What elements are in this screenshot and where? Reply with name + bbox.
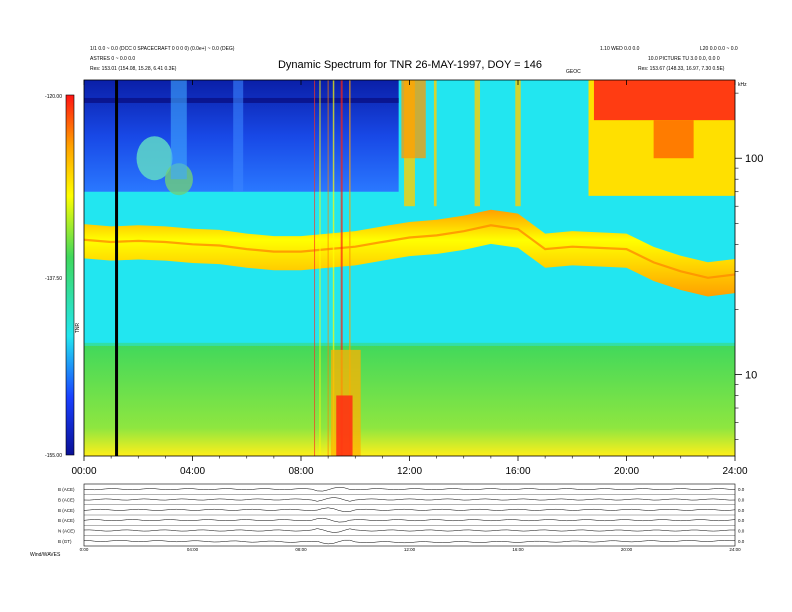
colorbar: -120.00 -137.50 -155.00 TNR: [45, 94, 81, 459]
type-iii-burst-streak: [515, 80, 521, 207]
lower-row-trace: [83, 497, 736, 502]
burst-region: [401, 80, 426, 159]
colorbar-tick-top: -120.00: [45, 94, 62, 100]
lower-row-scale: 0.0: [738, 487, 745, 492]
plasma-line-band: [84, 209, 735, 297]
lower-row-trace: [83, 486, 736, 492]
header-left: 1/1 0.0 ~ 0.0 (DCC 0 SPACECRAFT 0 0 0 0)…: [90, 46, 235, 72]
lower-row-scale: 0.0: [738, 529, 745, 534]
colorbar-gradient: [65, 94, 75, 456]
lower-row-label: N (ACE): [58, 529, 75, 534]
lower-row-scale: 0.0: [738, 508, 745, 513]
x-tick-label: 20:00: [614, 466, 639, 477]
header-center-tag: GEOC: [566, 69, 581, 75]
y-axis-label: kHz: [738, 82, 747, 88]
lower-row-scale: 0.0: [738, 518, 745, 523]
header-right-line-4: Res: 153.67 (148.33, 16.97, 7.30 0.5E): [638, 66, 725, 72]
low-frequency-band: [84, 342, 735, 456]
intense-emission-region: [593, 80, 735, 121]
plasma-line-core: [83, 224, 736, 279]
header-left-line-1: 1/1 0.0 ~ 0.0 (DCC 0 SPACECRAFT 0 0 0 0)…: [90, 46, 235, 52]
vertical-emission-strip: [233, 80, 244, 192]
lower-x-tick-label: 20:00: [621, 547, 633, 552]
lower-panel-footer: Wind/WAVES: [30, 552, 61, 558]
low-frequency-burst-core: [336, 395, 353, 456]
x-axis: 00:00 04:00 08:00 12:00 16:00 20:00 24:00: [71, 80, 748, 477]
x-tick-label: 08:00: [288, 466, 313, 477]
y-tick-label: 10: [745, 370, 757, 382]
spectrogram-panel: 00:00 04:00 08:00 12:00 16:00 20:00 24:00 kHz …: [71, 79, 763, 477]
x-tick-label: 12:00: [397, 466, 422, 477]
chart-title: Dynamic Spectrum for TNR 26-MAY-1997, DO…: [278, 59, 542, 71]
vertical-emission-strip: [170, 80, 187, 180]
colorbar-tick-bottom: -155.00: [45, 453, 62, 459]
lower-x-tick-label: 12:00: [404, 547, 416, 552]
y-axis: kHz 10 100: [735, 82, 763, 440]
lower-row-label: B (GT): [58, 539, 72, 544]
lower-row-trace: [83, 539, 736, 545]
y-tick-label: 100: [745, 153, 763, 165]
lower-x-tick-label: 04:00: [187, 547, 199, 552]
lower-row-label: B (ACE): [58, 498, 75, 503]
colorbar-tick-mid: -137.50: [45, 276, 62, 282]
x-tick-label: 24:00: [722, 466, 747, 477]
lower-row-trace: [83, 507, 736, 512]
lower-row-label: B (ACE): [58, 487, 75, 492]
header-right-line-3: 10.0 PICTURE TU 3.0 0.0, 0.0 0: [648, 56, 720, 62]
lower-panel: B (ACE) 0.0 B (ACE) 0.0 B (ACE) 0.0 B (ACE) 0.0…: [30, 483, 745, 558]
lower-panel-traces: B (ACE) 0.0 B (ACE) 0.0 B (ACE) 0.0 B (ACE) 0.0…: [58, 486, 745, 552]
type-iii-burst-streak: [433, 80, 437, 207]
header-left-line-2: ASTRES 0 ~ 0.0 0.0: [90, 56, 135, 62]
diffuse-emission-patch: [136, 136, 173, 181]
lower-x-tick-label: 08:00: [295, 547, 307, 552]
low-band-edge: [84, 342, 735, 346]
lower-row-scale: 0.0: [738, 498, 745, 503]
lower-row-trace: [83, 528, 735, 533]
lower-x-tick-label: 16:00: [512, 547, 524, 552]
lower-row-label: B (ACE): [58, 518, 75, 523]
header-right-line-2: L20 0.0 0.0 ~ 0.0: [700, 46, 738, 52]
intense-emission-region: [653, 120, 694, 159]
x-tick-label: 00:00: [71, 466, 96, 477]
header-right: 1.10 WED 0.0 0.0 L20 0.0 0.0 ~ 0.0 10.0 …: [566, 46, 738, 75]
lower-x-tick-label: 24:00: [729, 547, 741, 552]
type-iii-burst-streak: [474, 80, 481, 207]
x-tick-label: 04:00: [180, 466, 205, 477]
x-tick-label: 16:00: [505, 466, 530, 477]
lower-row-scale: 0.0: [738, 539, 745, 544]
colorbar-label: TNR: [75, 322, 81, 333]
lower-row-label: B (ACE): [58, 508, 75, 513]
spectrogram-features: [83, 80, 736, 456]
header-right-line-1: 1.10 WED 0.0 0.0: [600, 46, 640, 52]
lower-row-trace: [83, 517, 736, 523]
header-left-line-3: Res: 153.01 (154.08, 15.28, 6.41 0.3E): [90, 66, 177, 72]
lower-x-tick-label: 0:00: [80, 547, 89, 552]
